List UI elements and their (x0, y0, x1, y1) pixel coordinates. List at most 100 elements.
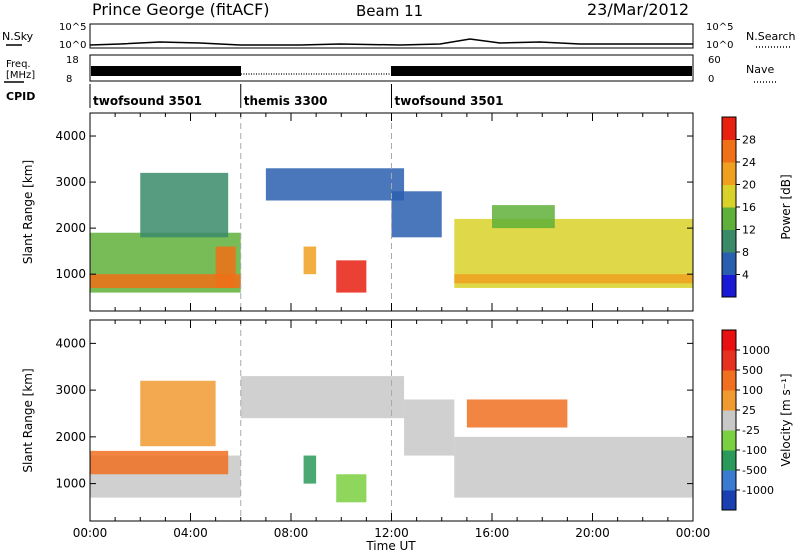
freq-label-line2: [MHz] (6, 70, 35, 81)
velocity-axes: 1000 2000 3000 4000 Slant Range [km] 00:00 04:… (21, 320, 710, 540)
power-panel: 1000 2000 3000 4000 Slant Range [km] (21, 112, 694, 312)
colorbar-swatch (722, 390, 736, 411)
colorbar-swatch (722, 252, 736, 275)
noise-left-tick-low: 10^0 (59, 40, 86, 51)
colorbar-swatch (722, 229, 736, 253)
colorbar-swatch (722, 274, 736, 298)
colorbar-swatch (722, 330, 736, 351)
x-axis-label: Time UT (365, 539, 416, 553)
velocity-colorbar: 1000 500 100 25 -25 -100 -500 -1000 Velocity [m … (721, 329, 793, 511)
freq-tick-low: 8 (66, 74, 72, 85)
x-tick-label: 16:00 (475, 526, 510, 540)
noise-right-tick-high: 10^5 (706, 22, 733, 33)
data-region (404, 399, 455, 456)
data-region (454, 274, 693, 284)
colorbar-swatch (722, 184, 736, 208)
y-tick-label: 3000 (55, 383, 86, 397)
data-region (466, 399, 568, 428)
y-axis-label: Slant Range [km] (21, 368, 35, 472)
noise-left-tick-high: 10^5 (59, 22, 86, 33)
date-title: 23/Mar/2012 (587, 0, 689, 19)
freq-trace-block-1 (91, 66, 241, 76)
colorbar-swatch (722, 410, 736, 431)
colorbar-frame (721, 329, 737, 511)
cpid-segment-label: themis 3300 (244, 94, 328, 108)
colorbar-tick-label: 20 (742, 179, 756, 192)
colorbar-tick-label: -500 (742, 464, 767, 477)
noise-right-tick-low: 10^0 (706, 40, 733, 51)
beam-title: Beam 11 (356, 2, 423, 20)
data-region (336, 260, 367, 293)
y-tick-label: 1000 (55, 267, 86, 281)
colorbar-tick-label: 100 (742, 384, 763, 397)
x-tick-label: 20:00 (575, 526, 610, 540)
data-region (303, 455, 317, 484)
colorbar-swatch (722, 207, 736, 230)
cpid-segment-label: twofsound 3501 (395, 94, 504, 108)
x-tick-label: 08:00 (274, 526, 309, 540)
data-region (454, 436, 693, 498)
colorbar-swatch (722, 162, 736, 185)
noise-sky-trace (89, 38, 693, 46)
y-axis-label: Slant Range [km] (21, 160, 35, 264)
x-tick-label: 00:00 (73, 526, 108, 540)
cpid-label: CPID (6, 90, 35, 103)
colorbar-swatch (722, 450, 736, 471)
colorbar-tick-label: 1000 (742, 344, 770, 357)
colorbar-tick-label: -25 (742, 424, 760, 437)
data-region (336, 474, 367, 503)
data-region (215, 246, 236, 288)
cpid-segment-label: twofsound 3501 (93, 94, 202, 108)
y-tick-label: 4000 (55, 129, 86, 143)
colorbar-tick-label: -1000 (742, 484, 774, 497)
data-region (391, 191, 442, 238)
data-region (140, 380, 216, 447)
colorbar-swatch (722, 370, 736, 391)
power-colorbar: 4 8 12 16 20 24 28 Power [dB] (721, 116, 793, 298)
data-region (140, 172, 229, 238)
y-tick-label: 3000 (55, 175, 86, 189)
colorbar-tick-label: 24 (742, 156, 756, 169)
colorbar-swatch (722, 490, 736, 511)
velocity-data (90, 376, 693, 503)
freq-strip-frame (89, 54, 694, 82)
nave-tick-high: 60 (708, 55, 721, 66)
x-tick-label: 12:00 (374, 526, 409, 540)
y-tick-label: 4000 (55, 336, 86, 350)
colorbar-swatch (722, 350, 736, 371)
freq-label-line1: Freq. (6, 59, 31, 70)
velocity-panel: 1000 2000 3000 4000 Slant Range [km] 00:00 04:… (21, 319, 710, 540)
data-region (492, 205, 555, 229)
nsky-label: N.Sky (2, 30, 34, 43)
colorbar-tick-label: 500 (742, 364, 763, 377)
colorbar-tick-label: 25 (742, 404, 756, 417)
data-region (240, 376, 405, 419)
nave-tick-low: 0 (708, 74, 714, 85)
colorbar-tick-label: 4 (742, 269, 749, 282)
colorbar-title: Power [dB] (779, 174, 793, 239)
colorbar-tick-label: 8 (742, 246, 749, 259)
colorbar-tick-label: 28 (742, 134, 756, 147)
y-tick-label: 1000 (55, 477, 86, 491)
colorbar-swatch (722, 470, 736, 491)
colorbar-tick-label: -100 (742, 444, 767, 457)
freq-trace-block-2 (391, 66, 692, 76)
x-tick-label: 04:00 (173, 526, 208, 540)
colorbar-swatch (722, 117, 736, 140)
freq-tick-high: 18 (66, 55, 79, 66)
y-tick-label: 2000 (55, 430, 86, 444)
noise-strip-frame (89, 23, 694, 49)
x-tick-label: 00:00 (676, 526, 711, 540)
cpid-segments: twofsound 3501 themis 3300 twofsound 3501 (89, 84, 504, 108)
colorbar-title: Velocity [m s⁻¹] (779, 373, 793, 466)
power-data (90, 168, 693, 293)
nave-label: Nave (746, 63, 774, 76)
data-region (90, 274, 241, 288)
colorbar-swatch (722, 139, 736, 163)
colorbar-tick-label: 12 (742, 224, 756, 237)
power-axes: 1000 2000 3000 4000 Slant Range [km] (21, 113, 694, 311)
data-region (303, 246, 317, 275)
data-region (90, 450, 229, 475)
colorbar-swatch (722, 430, 736, 451)
